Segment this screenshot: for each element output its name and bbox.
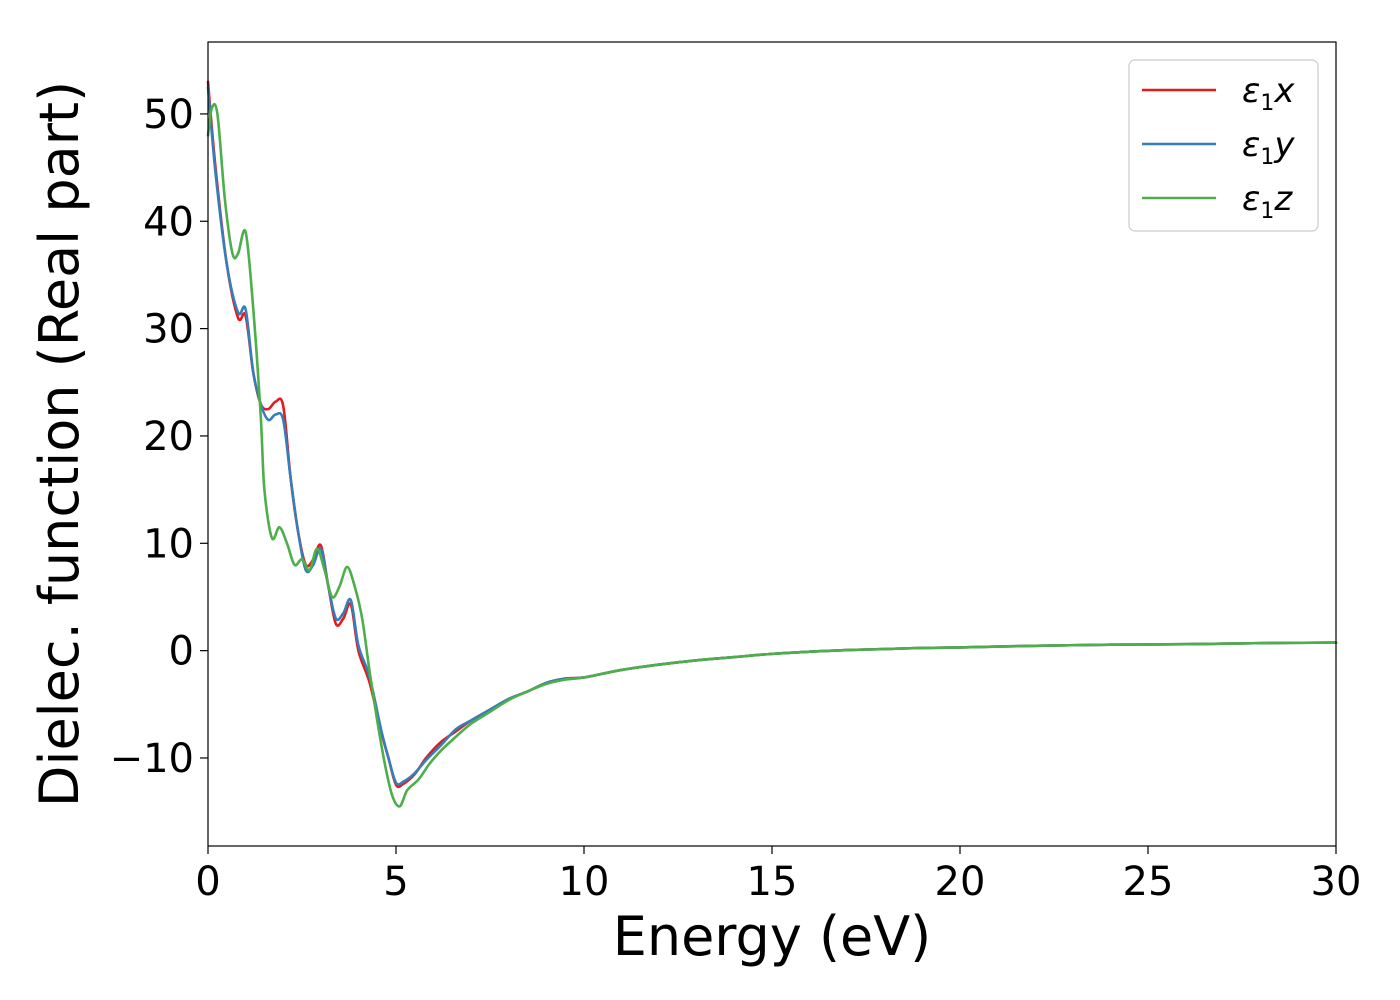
y-tick-label: 40	[143, 199, 194, 245]
y-tick-label: −10	[110, 736, 194, 782]
legend-label-y: ε1y	[1242, 125, 1295, 170]
x-tick-label: 30	[1311, 859, 1362, 905]
legend-label-x: ε1x	[1242, 71, 1295, 116]
legend-box	[1128, 59, 1319, 232]
y-axis-label: Dielec. function (Real part)	[28, 81, 91, 807]
y-tick-label: 50	[143, 92, 194, 138]
y-tick-label: 30	[143, 307, 194, 353]
x-tick-label: 20	[935, 859, 986, 905]
x-tick-label: 0	[195, 859, 220, 905]
x-axis-ticks: 0 5 10 15 20 25 30	[195, 846, 1361, 905]
y-axis-ticks: −10 0 10 20 30 40 50	[110, 92, 208, 782]
y-tick-label: 20	[143, 414, 194, 460]
y-tick-label: 10	[143, 521, 194, 567]
y-tick-label: 0	[169, 629, 194, 675]
x-tick-label: 5	[383, 859, 408, 905]
legend: ε1x ε1y ε1z	[1128, 59, 1319, 232]
x-tick-label: 25	[1123, 859, 1174, 905]
series-layer	[206, 80, 1338, 808]
x-axis-label: Energy (eV)	[613, 905, 932, 968]
x-tick-label: 10	[559, 859, 610, 905]
series-line-z	[206, 102, 1338, 808]
legend-label-z: ε1z	[1242, 179, 1293, 224]
x-tick-label: 15	[747, 859, 798, 905]
